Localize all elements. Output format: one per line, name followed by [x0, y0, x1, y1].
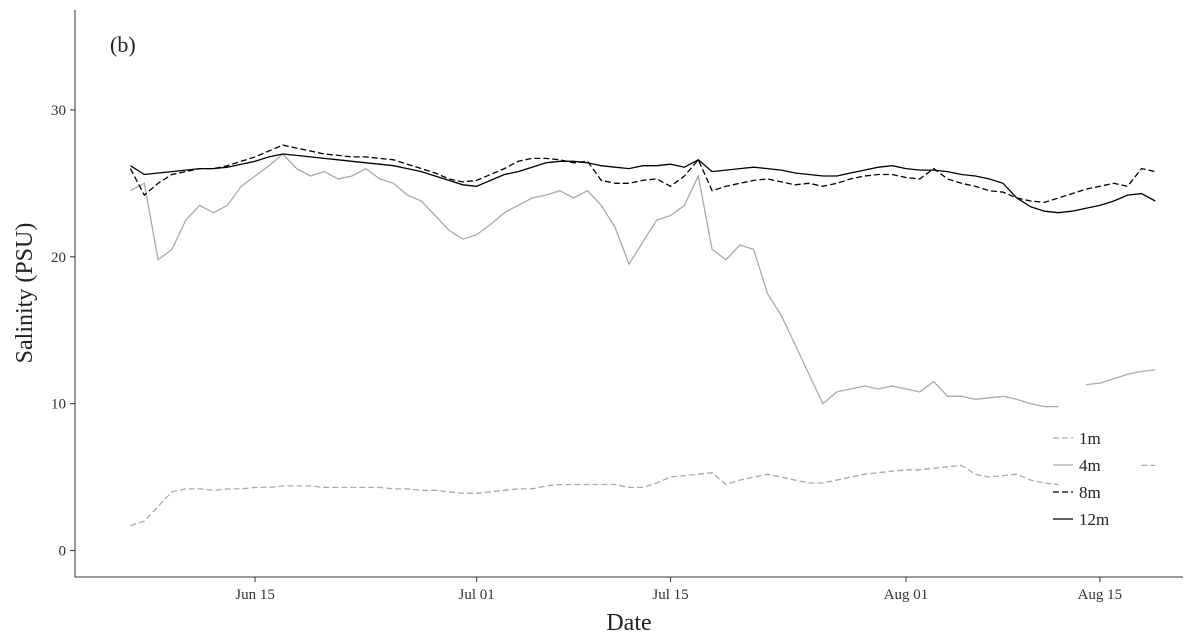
y-tick-label: 20 [51, 250, 66, 266]
series-line [130, 153, 1156, 214]
x-tick-label: Aug 15 [1078, 587, 1123, 603]
series-line [130, 464, 1156, 527]
x-tick-label: Aug 01 [884, 587, 929, 603]
y-tick-label: 0 [59, 544, 67, 560]
series-line [130, 153, 1156, 408]
x-tick-label: Jun 15 [235, 587, 275, 603]
panel-label: (b) [110, 32, 136, 57]
y-axis-title: Salinity (PSU) [12, 223, 38, 364]
legend-label: 1m [1079, 429, 1101, 448]
x-axis-title: Date [606, 610, 651, 636]
x-tick-label: Jul 15 [652, 587, 688, 603]
y-tick-label: 30 [51, 103, 66, 119]
legend-label: 8m [1079, 483, 1101, 502]
y-tick-label: 10 [51, 397, 66, 413]
x-tick-label: Jul 01 [459, 587, 495, 603]
series-line [129, 144, 1156, 204]
legend-label: 12m [1079, 510, 1109, 529]
legend-label: 4m [1079, 456, 1101, 475]
